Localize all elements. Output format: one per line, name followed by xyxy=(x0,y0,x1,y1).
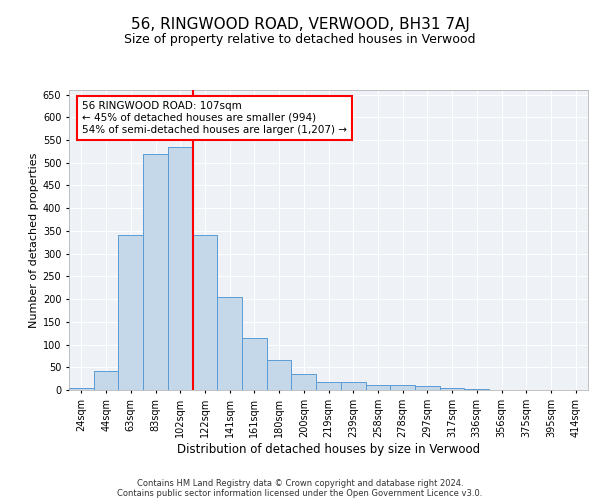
Text: 56, RINGWOOD ROAD, VERWOOD, BH31 7AJ: 56, RINGWOOD ROAD, VERWOOD, BH31 7AJ xyxy=(131,18,469,32)
Y-axis label: Number of detached properties: Number of detached properties xyxy=(29,152,38,328)
Bar xyxy=(94,371,118,390)
Bar xyxy=(390,386,415,390)
Text: Size of property relative to detached houses in Verwood: Size of property relative to detached ho… xyxy=(124,32,476,46)
Bar xyxy=(242,338,267,390)
Bar xyxy=(217,297,242,390)
Bar xyxy=(341,382,365,390)
Text: Contains public sector information licensed under the Open Government Licence v3: Contains public sector information licen… xyxy=(118,488,482,498)
Bar xyxy=(69,388,94,390)
Text: Contains HM Land Registry data © Crown copyright and database right 2024.: Contains HM Land Registry data © Crown c… xyxy=(137,478,463,488)
X-axis label: Distribution of detached houses by size in Verwood: Distribution of detached houses by size … xyxy=(177,442,480,456)
Bar xyxy=(118,236,143,390)
Bar xyxy=(292,374,316,390)
Bar xyxy=(464,389,489,390)
Bar xyxy=(168,147,193,390)
Bar xyxy=(415,386,440,390)
Bar xyxy=(365,384,390,390)
Bar xyxy=(316,382,341,390)
Bar xyxy=(440,388,464,390)
Bar xyxy=(193,234,217,390)
Bar xyxy=(267,360,292,390)
Bar xyxy=(143,154,168,390)
Text: 56 RINGWOOD ROAD: 107sqm
← 45% of detached houses are smaller (994)
54% of semi-: 56 RINGWOOD ROAD: 107sqm ← 45% of detach… xyxy=(82,102,347,134)
